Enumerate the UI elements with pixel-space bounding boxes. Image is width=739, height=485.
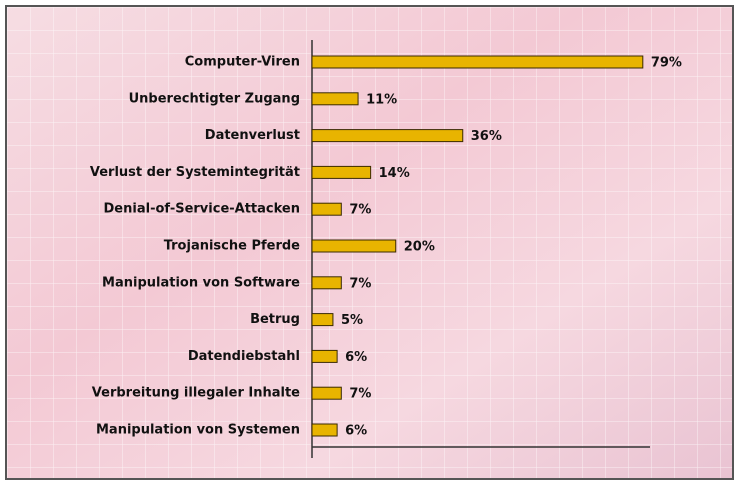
value-label: 20% [404,240,435,255]
value-label: 36% [471,129,502,144]
bar [311,92,359,106]
category-label: Manipulation von Software [102,275,300,290]
value-label: 7% [349,203,371,218]
value-label: 5% [341,313,363,328]
bar [311,423,338,437]
bar [311,276,342,290]
value-label: 6% [345,350,367,365]
category-label: Unberechtigter Zugang [129,91,300,106]
value-label: 7% [349,387,371,402]
value-label: 11% [366,92,397,107]
category-label: Betrug [250,312,300,327]
category-label: Datendiebstahl [188,349,300,364]
bar [311,55,644,69]
bar [311,386,342,400]
bar [311,129,464,143]
bar [311,313,334,327]
bar [311,349,338,363]
value-label: 7% [349,276,371,291]
category-label: Datenverlust [205,128,300,143]
category-label: Denial-of-Service-Attacken [104,202,300,217]
category-label: Computer-Viren [185,55,300,70]
bar [311,165,372,179]
bar [311,239,397,253]
category-label: Trojanische Pferde [164,239,300,254]
bar [311,202,342,216]
value-label: 6% [345,424,367,439]
category-label: Verbreitung illegaler Inhalte [92,386,300,401]
value-label: 14% [379,166,410,181]
category-label: Verlust der Systemintegrität [90,165,300,180]
category-label: Manipulation von Systemen [96,423,300,438]
value-label: 79% [651,56,682,71]
